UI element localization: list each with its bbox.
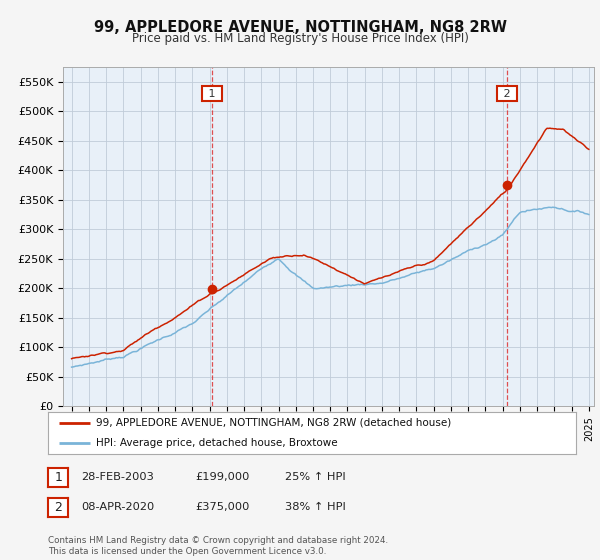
Text: 25% ↑ HPI: 25% ↑ HPI [285, 472, 346, 482]
Text: £199,000: £199,000 [195, 472, 250, 482]
Text: 2: 2 [54, 501, 62, 514]
Text: 1: 1 [54, 471, 62, 484]
Text: 38% ↑ HPI: 38% ↑ HPI [285, 502, 346, 512]
Text: 08-APR-2020: 08-APR-2020 [81, 502, 154, 512]
Text: HPI: Average price, detached house, Broxtowe: HPI: Average price, detached house, Brox… [95, 438, 337, 448]
Text: 99, APPLEDORE AVENUE, NOTTINGHAM, NG8 2RW (detached house): 99, APPLEDORE AVENUE, NOTTINGHAM, NG8 2R… [95, 418, 451, 428]
Text: £375,000: £375,000 [195, 502, 250, 512]
Text: 99, APPLEDORE AVENUE, NOTTINGHAM, NG8 2RW: 99, APPLEDORE AVENUE, NOTTINGHAM, NG8 2R… [94, 20, 506, 35]
Text: 1: 1 [205, 88, 219, 99]
Text: 2: 2 [500, 88, 514, 99]
Text: Contains HM Land Registry data © Crown copyright and database right 2024.
This d: Contains HM Land Registry data © Crown c… [48, 536, 388, 556]
Text: Price paid vs. HM Land Registry's House Price Index (HPI): Price paid vs. HM Land Registry's House … [131, 32, 469, 45]
Text: 28-FEB-2003: 28-FEB-2003 [81, 472, 154, 482]
